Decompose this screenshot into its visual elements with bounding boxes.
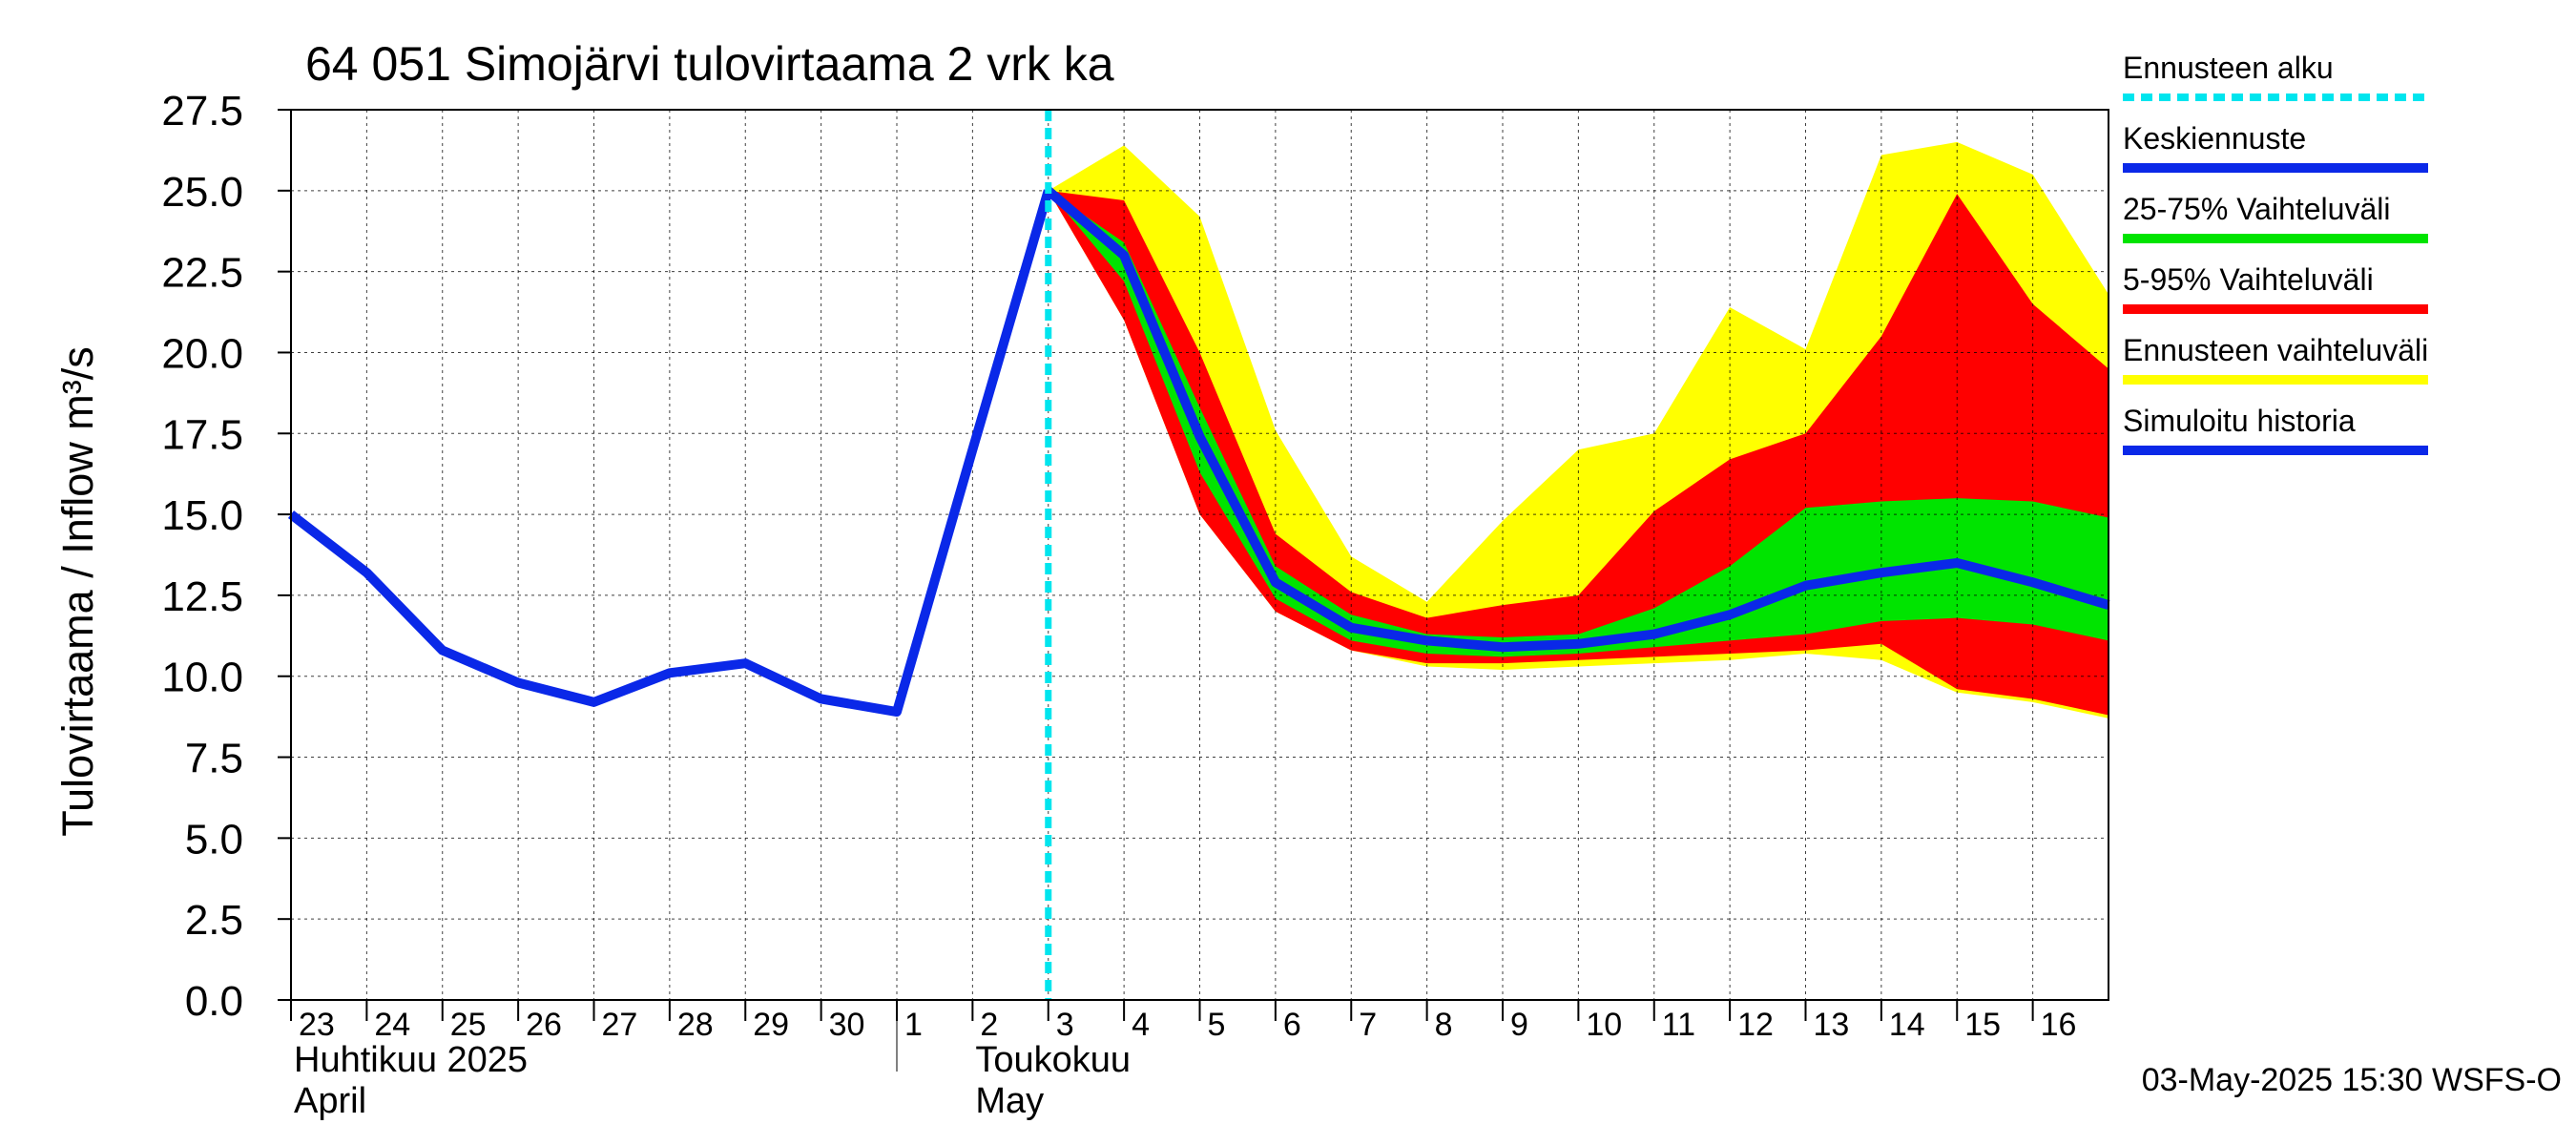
y-axis-label: Tulovirtaama / Inflow m³/s [53,346,102,836]
x-tick-label: 25 [450,1007,487,1043]
legend-label: Ennusteen alku [2123,51,2334,85]
x-tick-label: 11 [1662,1007,1695,1043]
x-tick-label: 30 [829,1007,865,1043]
x-tick-label: 26 [526,1007,562,1043]
x-tick-label: 4 [1132,1007,1150,1043]
x-tick-label: 3 [1056,1007,1074,1043]
x-tick-label: 28 [677,1007,714,1043]
month-label-en: April [294,1081,366,1121]
x-tick-label: 8 [1435,1007,1453,1043]
x-tick-label: 2 [980,1007,998,1043]
chart-title: 64 051 Simojärvi tulovirtaama 2 vrk ka [305,37,1114,91]
x-tick-label: 15 [1964,1007,2001,1043]
y-tick-label: 20.0 [161,330,243,377]
legend-label: Ennusteen vaihteluväli [2123,333,2428,367]
x-tick-label: 6 [1283,1007,1301,1043]
x-tick-label: 10 [1586,1007,1622,1043]
x-tick-label: 9 [1510,1007,1528,1043]
x-tick-label: 7 [1359,1007,1377,1043]
chart-grid [291,109,2109,1000]
y-tick-label: 17.5 [161,411,243,458]
month-label: Huhtikuu 2025 [294,1040,528,1080]
x-tick-label: 12 [1737,1007,1774,1043]
band-25-75 [1048,190,2109,657]
x-tick-label: 5 [1208,1007,1226,1043]
y-tick-label: 15.0 [161,492,243,539]
chart-lines [287,110,2110,1000]
x-tick-label: 24 [374,1007,410,1043]
x-tick-label: 1 [904,1007,923,1043]
forecast-bands [1048,141,2109,718]
y-tick-label: 27.5 [161,88,243,135]
footer-timestamp: 03-May-2025 15:30 WSFS-O [2142,1062,2562,1098]
y-tick-label: 10.0 [161,655,243,701]
x-tick-label: 14 [1889,1007,1925,1043]
y-tick-label: 22.5 [161,250,243,297]
x-tick-label: 27 [602,1007,638,1043]
series-line-simuloitu-historia [287,189,1053,718]
x-tick-label: 29 [753,1007,789,1043]
y-tick-label: 7.5 [185,736,243,782]
y-tick-label: 5.0 [185,816,243,863]
x-tick-label: 13 [1814,1007,1850,1043]
month-label-en: May [975,1081,1044,1121]
chart-axes: 0.0 2.5 5.0 7.5 10.0 12.5 15.0 17.5 20.0 22.5 25.0… [161,88,2109,1121]
month-label: Toukokuu [975,1040,1131,1080]
legend-label: Simuloitu historia [2123,404,2356,438]
legend: Ennusteen alku Keskiennuste 25-75% Vaihtel… [2123,51,2428,455]
y-tick-label: 12.5 [161,573,243,620]
series-line-keskiennuste [1045,187,2110,653]
legend-label: 25-75% Vaihteluväli [2123,192,2390,226]
legend-label: 5-95% Vaihteluväli [2123,262,2374,297]
y-tick-label: 0.0 [185,978,243,1025]
x-tick-label: 23 [299,1007,335,1043]
x-tick-label: 16 [2041,1007,2077,1043]
y-tick-label: 2.5 [185,897,243,944]
y-tick-label: 25.0 [161,169,243,216]
legend-label: Keskiennuste [2123,121,2306,156]
